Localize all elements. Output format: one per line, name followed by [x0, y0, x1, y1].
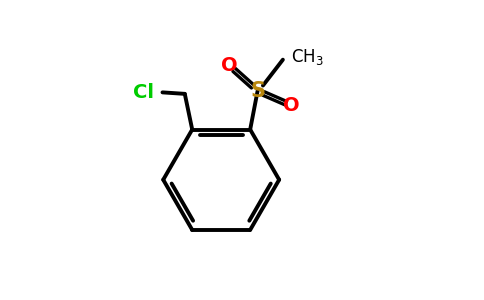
- Text: O: O: [284, 96, 300, 115]
- Text: CH$_3$: CH$_3$: [291, 47, 324, 67]
- Text: Cl: Cl: [133, 83, 153, 102]
- Text: O: O: [221, 56, 238, 75]
- Text: S: S: [250, 81, 265, 101]
